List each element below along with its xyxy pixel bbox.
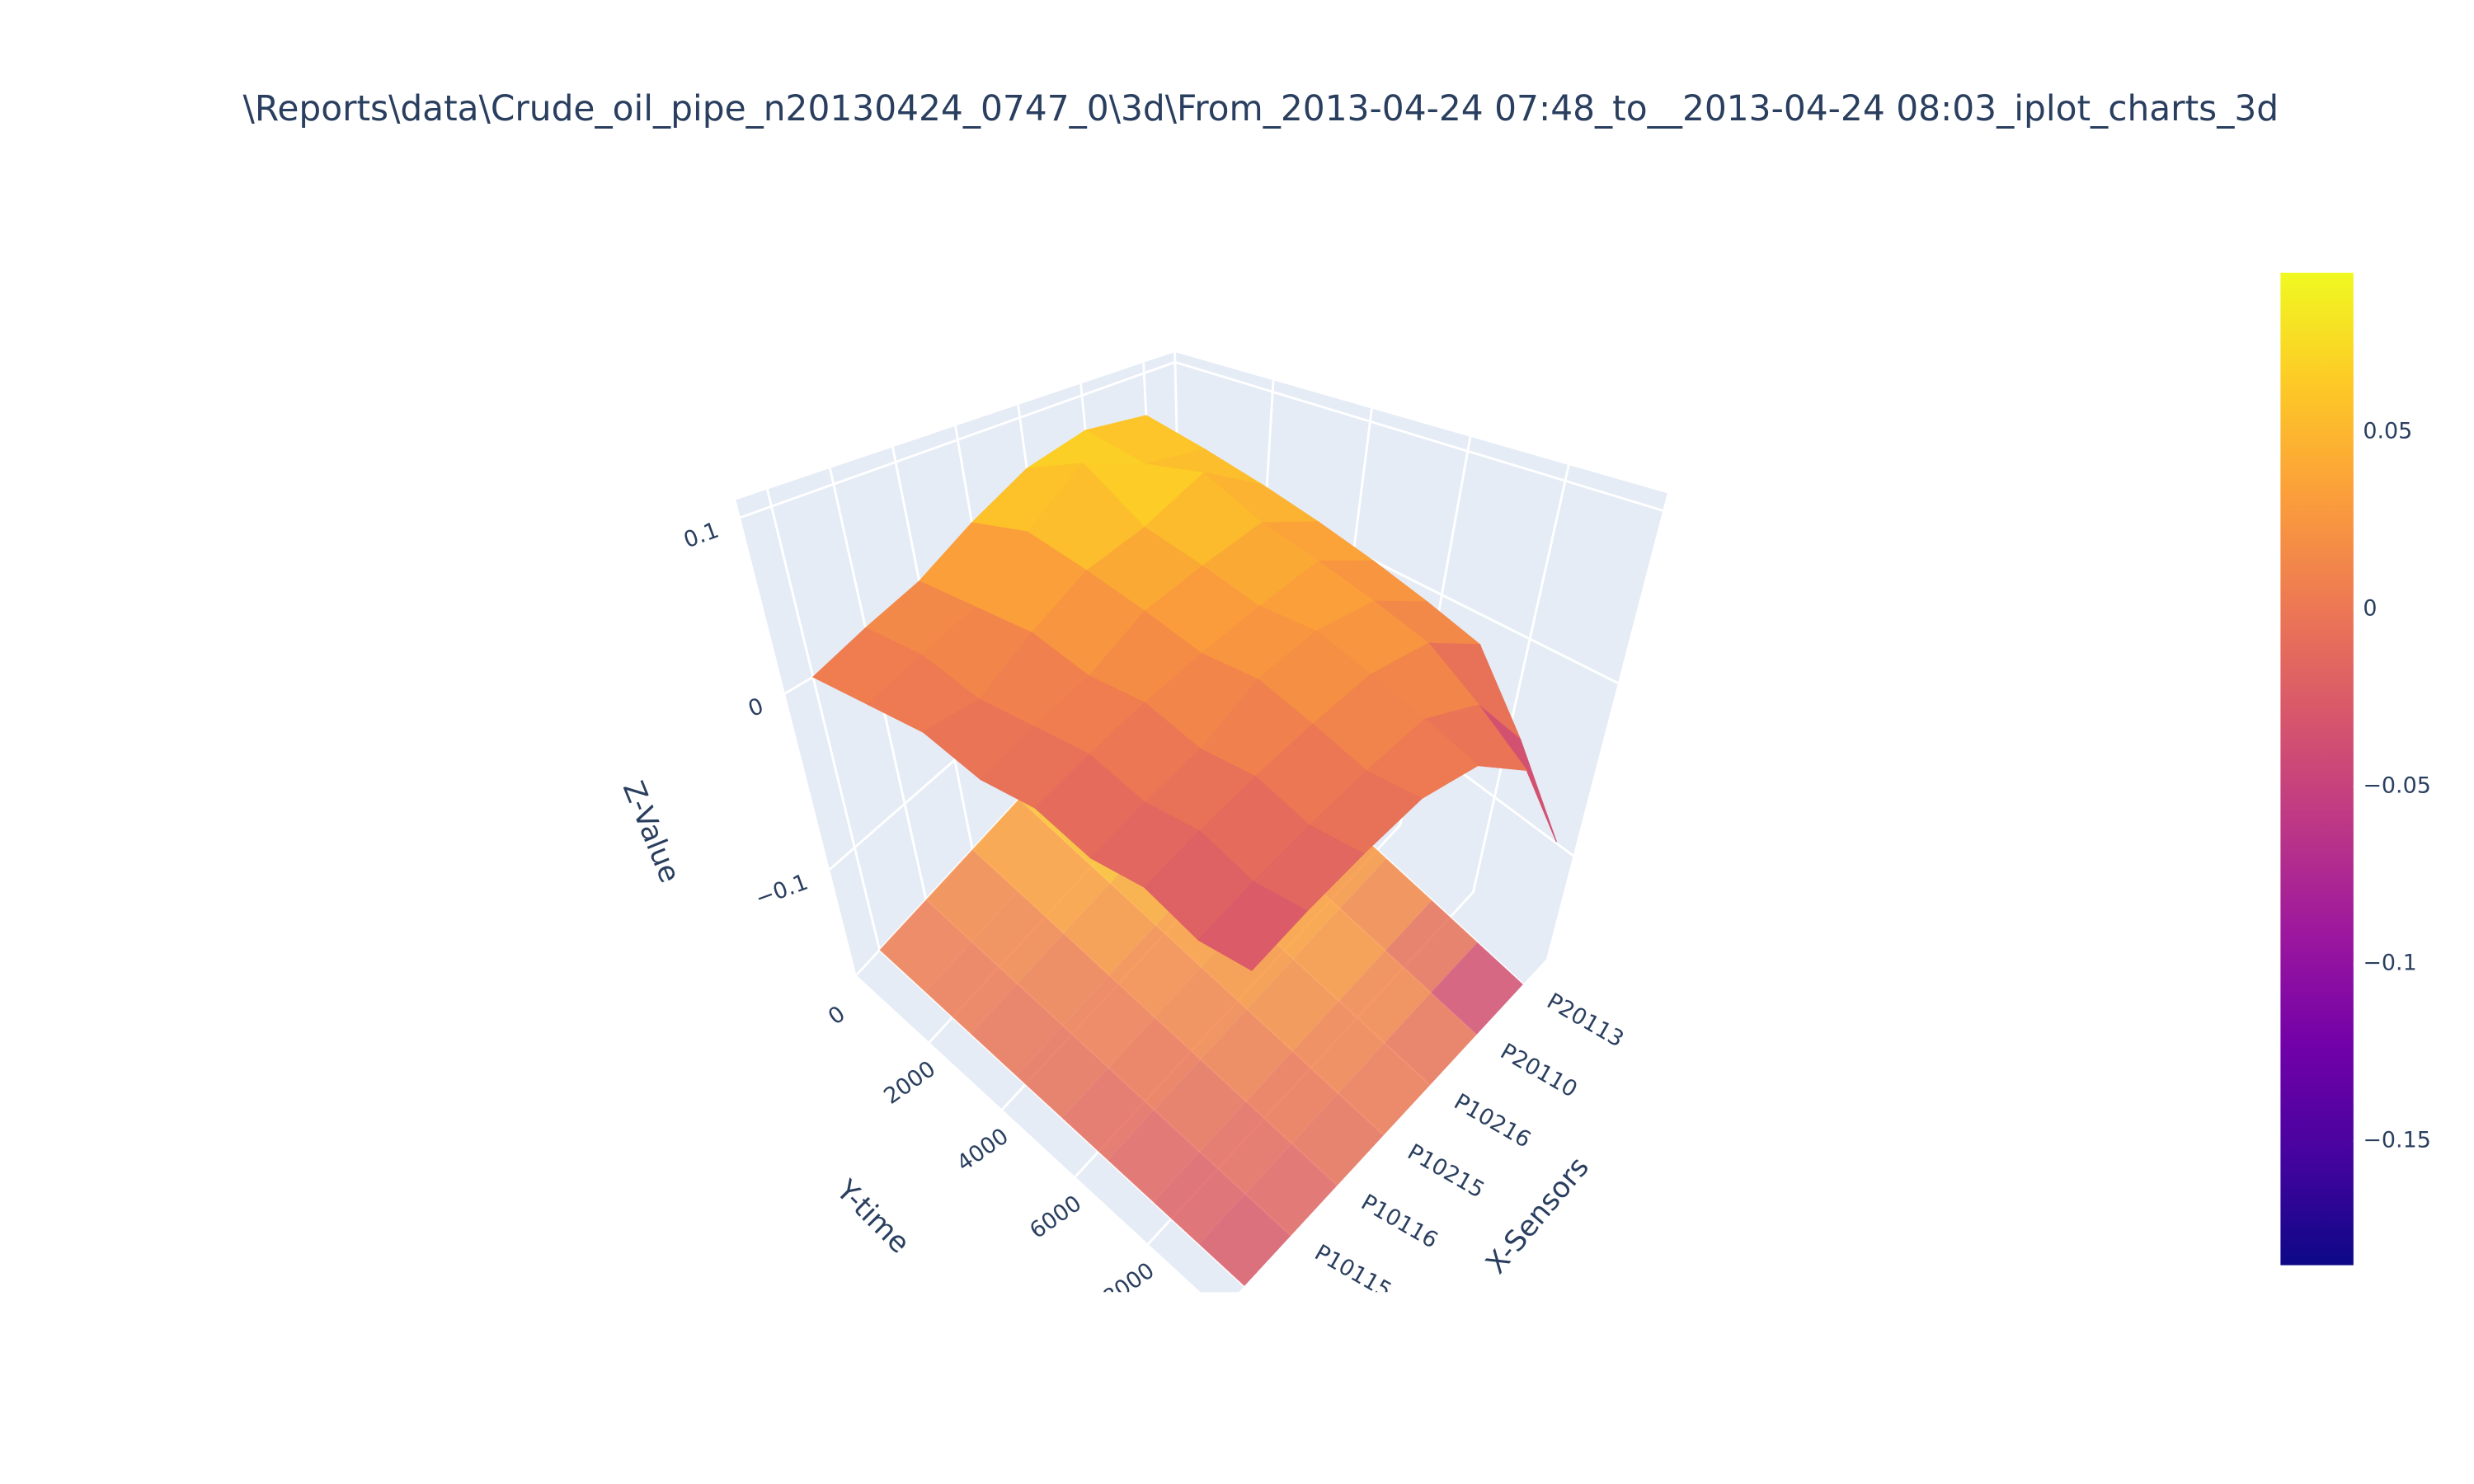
- floor-projection: [1199, 1101, 1292, 1194]
- floor-projection: [1018, 841, 1111, 934]
- floor-projection: [1155, 967, 1248, 1060]
- floor-projection: [1291, 1092, 1384, 1186]
- floor-projection: [971, 891, 1064, 984]
- floor-projection: [1154, 1059, 1246, 1152]
- colorbar: 0.05 0 −0.05 −0.1 −0.15: [2280, 272, 2431, 1266]
- surface-cell: [1197, 881, 1309, 971]
- floor-projection: [972, 799, 1065, 892]
- floor-projection: [1061, 1068, 1155, 1160]
- floor-projection: [1338, 951, 1432, 1043]
- chart-title: \Reports\data\Crude_oil_pipe_n20130424_0…: [243, 88, 2279, 129]
- floor-projection: [1109, 925, 1202, 1018]
- floor-projection: [1431, 942, 1523, 1035]
- floor-projection: [1339, 858, 1432, 951]
- floor-projection: [1244, 1143, 1338, 1236]
- floor-projection: [1108, 1110, 1200, 1202]
- floor-projection: [1384, 992, 1477, 1085]
- floor-projection: [1198, 1193, 1291, 1286]
- colorbar-tick-label: −0.15: [2363, 1128, 2430, 1153]
- floor-projection: [1385, 900, 1478, 993]
- colorbar-bar: [2280, 272, 2354, 1266]
- colorbar-tick-label: −0.1: [2363, 951, 2416, 976]
- floor-projection: [1108, 1017, 1201, 1111]
- floor-projection: [924, 942, 1018, 1035]
- floor-projection: [971, 984, 1063, 1077]
- floor-projection: [879, 899, 972, 993]
- grid-line: [766, 489, 882, 951]
- grid-line: [1174, 360, 1663, 512]
- floor-projection: [925, 849, 1018, 942]
- colorbar-tick-label: 0.05: [2363, 419, 2412, 444]
- grid-line: [878, 949, 1245, 1287]
- floor-projection: [1063, 883, 1156, 976]
- floor-projection: [1292, 1001, 1385, 1093]
- scene: −0.100.102000400060008000P101P10115P1011…: [616, 352, 1667, 1293]
- floor-projection: [1338, 1042, 1431, 1135]
- floor-projection: [1153, 1151, 1245, 1244]
- colorbar-tick-label: −0.05: [2363, 773, 2430, 799]
- grid-line: [1472, 464, 1570, 893]
- floor-projection: [1293, 909, 1385, 1002]
- floor-projection: [1016, 1026, 1109, 1119]
- floor-projection: [1200, 1009, 1293, 1101]
- floor-projection: [1062, 975, 1155, 1068]
- floor-projection: [1247, 959, 1339, 1051]
- colorbar-tick-label: 0: [2363, 596, 2377, 622]
- floor-projection: [1245, 1051, 1338, 1144]
- floor-projection: [1017, 933, 1110, 1026]
